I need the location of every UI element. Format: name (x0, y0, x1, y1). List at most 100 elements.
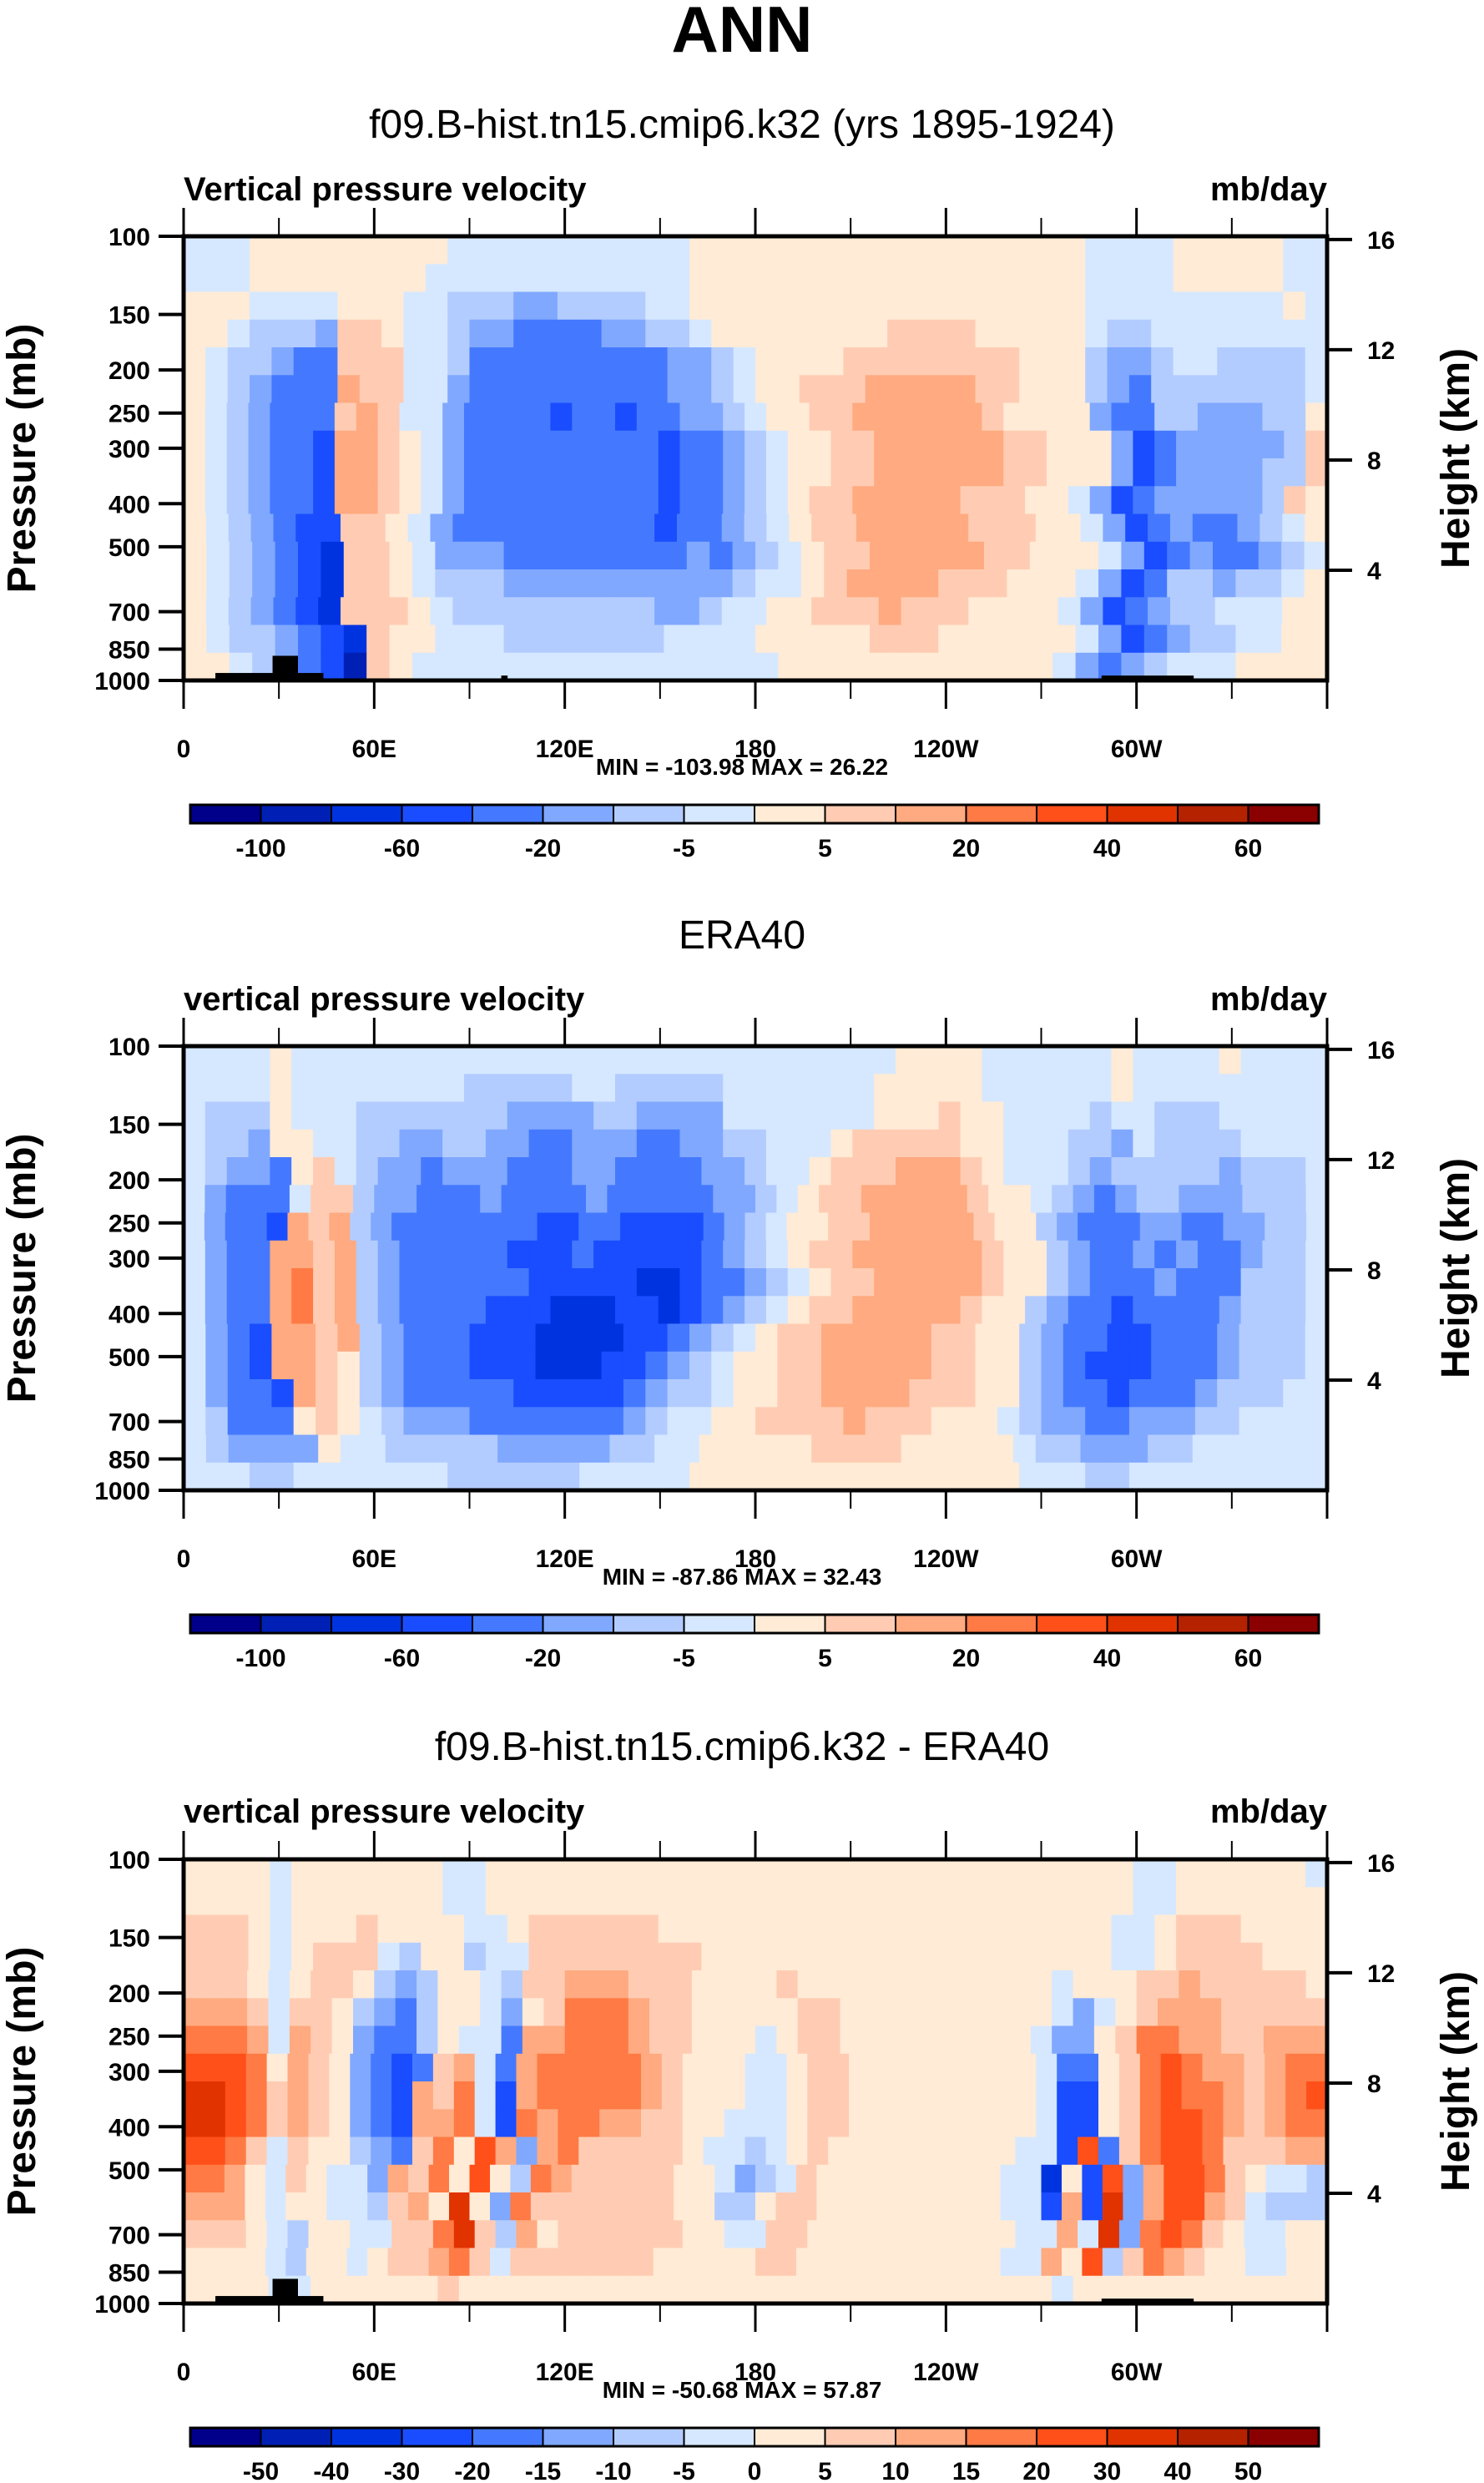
contour-cell (205, 319, 229, 348)
contour-cell (1173, 291, 1196, 321)
contour-cell (469, 1351, 492, 1380)
contour-cell (896, 1859, 918, 1888)
contour-cell (975, 375, 998, 404)
contour-cell (607, 1185, 629, 1214)
contour-cell (777, 236, 800, 265)
x-tick-label: 120E (536, 736, 594, 763)
contour-cell (679, 1240, 702, 1269)
contour-cell (291, 1046, 314, 1075)
contour-cell (1123, 2248, 1144, 2277)
contour-cell (1262, 1157, 1285, 1186)
contour-cell (916, 458, 940, 487)
contour-cell (374, 2025, 396, 2055)
contour-cell (916, 1887, 940, 1916)
contour-cell (225, 2053, 247, 2082)
contour-cell (997, 264, 1020, 293)
contour-cell (1237, 1434, 1260, 1464)
contour-cell (1107, 1407, 1130, 1436)
contour-cell (1265, 2192, 1287, 2221)
contour-cell (270, 1268, 292, 1297)
contour-cell (497, 513, 521, 543)
contour-cell (1003, 1157, 1026, 1186)
contour-cell (535, 1462, 558, 1491)
contour-cell (1284, 1157, 1306, 1186)
contour-cell (522, 1185, 544, 1214)
contour-cell (1189, 625, 1214, 654)
colorbar-box (542, 2427, 614, 2447)
contour-cell (205, 375, 229, 404)
contour-cell (495, 1212, 517, 1242)
contour-cell (184, 541, 207, 570)
contour-cell (381, 291, 404, 321)
contour-cell (315, 264, 338, 293)
contour-cell (755, 347, 778, 376)
contour-cell (874, 1296, 896, 1325)
contour-cell (385, 1434, 409, 1464)
contour-cell (464, 1268, 487, 1297)
contour-cell (918, 2192, 940, 2221)
contour-cell (387, 2192, 409, 2221)
contour-cell (901, 597, 925, 626)
contour-cell (250, 1462, 272, 1491)
contour-cell (778, 541, 802, 570)
contour-cell (777, 319, 800, 348)
contour-cell (1285, 2109, 1307, 2138)
contour-cell (516, 2053, 538, 2082)
contour-cell (528, 1859, 551, 1888)
contour-cell (723, 1296, 745, 1325)
contour-cell (1052, 541, 1077, 570)
contour-cell (510, 2248, 532, 2277)
contour-cell (778, 569, 802, 598)
contour-cell (1262, 430, 1285, 459)
contour-cell (275, 625, 299, 654)
contour-cell (522, 1970, 544, 1999)
contour-cell (923, 513, 946, 543)
contour-cell (1176, 1074, 1199, 1103)
contour-cell (1197, 1942, 1220, 1971)
contour-cell (1163, 2164, 1185, 2193)
units-string: mb/day (1210, 171, 1328, 208)
contour-cell (667, 1462, 690, 1491)
contour-cell (982, 458, 1004, 487)
contour-cell (1173, 1462, 1196, 1491)
contour-cell (755, 2164, 777, 2193)
contour-cell (1239, 375, 1262, 404)
contour-cell (469, 264, 492, 293)
contour-cell (601, 1462, 624, 1491)
contour-cell (579, 1462, 603, 1491)
contour-cell (1025, 1157, 1047, 1186)
y-tick-label: 700 (109, 2223, 150, 2250)
contour-cell (887, 1323, 910, 1353)
contour-cell (224, 2164, 245, 2193)
contour-cell (430, 513, 453, 543)
contour-cell (1214, 1434, 1239, 1464)
contour-cell (636, 1914, 659, 1944)
contour-cell (550, 1859, 573, 1888)
y-tick-label: 500 (109, 2157, 150, 2185)
contour-cell (765, 2220, 787, 2249)
contour-cell (599, 2137, 621, 2166)
contour-cell (689, 347, 712, 376)
contour-cell (679, 430, 702, 459)
contour-cell (1103, 597, 1126, 626)
contour-cell (755, 569, 779, 598)
contour-cell (623, 291, 646, 321)
contour-cell (1261, 1323, 1284, 1353)
contour-cell (615, 1101, 638, 1130)
colorbar-box (1036, 1614, 1108, 1634)
contour-cell (248, 1129, 270, 1158)
contour-cell (1019, 236, 1042, 265)
contour-cell (1261, 264, 1284, 293)
contour-cell (535, 1351, 558, 1380)
contour-cell (988, 2275, 1011, 2304)
contour-cell (366, 625, 391, 654)
contour-cell (938, 1942, 962, 1971)
contour-cell (636, 1101, 659, 1130)
colorbar-label: 20 (952, 1645, 980, 1672)
contour-cell (579, 1379, 603, 1408)
contour-cell (745, 1859, 767, 1888)
contour-cell (1261, 1379, 1284, 1408)
contour-cell (658, 1859, 681, 1888)
contour-cell (701, 402, 724, 432)
contour-cell (268, 1998, 290, 2027)
